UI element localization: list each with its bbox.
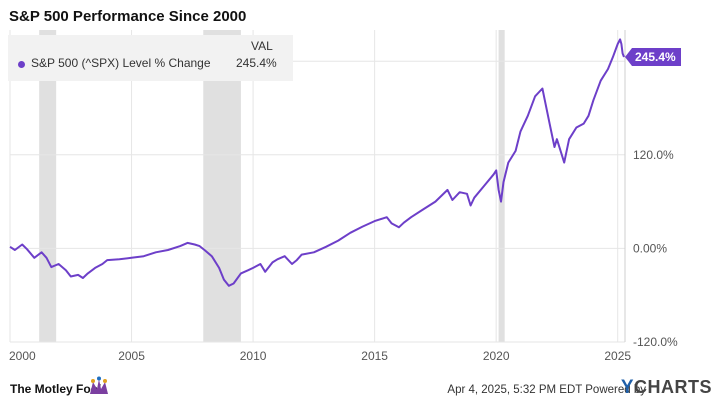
footer: The Motley Fool. Apr 4, 2025, 5:32 PM ED… — [0, 372, 720, 404]
legend-series-value: 245.4% — [236, 56, 277, 70]
timestamp: Apr 4, 2025, 5:32 PM EDT Powered by — [447, 384, 646, 396]
y-axis-ticks: 120.0% 0.00% -120.0% — [633, 148, 678, 349]
x-tick-label-2025: 2025 — [604, 349, 631, 363]
legend-series-name: S&P 500 (^SPX) Level % Change — [31, 56, 211, 70]
last-value-marker: 245.4% — [625, 47, 681, 66]
x-tick-label-2005: 2005 — [118, 349, 145, 363]
x-tick-label-2020: 2020 — [483, 349, 510, 363]
jester-hat-icon — [90, 376, 108, 394]
x-tick-label-2015: 2015 — [361, 349, 388, 363]
x-axis-ticks: 2000 2005 2010 2015 2020 2025 — [9, 349, 631, 363]
last-value-label: 245.4% — [635, 50, 676, 64]
gridlines — [9, 30, 626, 343]
y-tick-label-2: -120.0% — [633, 335, 678, 349]
recession-band-0 — [39, 30, 57, 342]
y-tick-label-1: 0.00% — [633, 241, 667, 255]
legend-value-header: VAL — [251, 39, 273, 53]
x-tick-label-2010: 2010 — [240, 349, 267, 363]
recession-band-1 — [203, 30, 241, 342]
legend-box: VAL S&P 500 (^SPX) Level % Change 245.4% — [8, 35, 293, 81]
recession-band-2 — [498, 30, 505, 342]
recession-shading-layer — [39, 30, 505, 342]
chart-title: S&P 500 Performance Since 2000 — [9, 8, 247, 25]
legend-series-dot — [18, 61, 25, 68]
ycharts-logo-initial: Y — [620, 377, 634, 398]
ycharts-logo-text: CHARTS — [634, 377, 712, 397]
y-tick-label-0: 120.0% — [633, 148, 674, 162]
motley-fool-logo: The Motley Fool. — [10, 382, 105, 396]
series-line-spx — [9, 38, 625, 287]
last-value-flag — [625, 47, 681, 66]
x-tick-label-2000: 2000 — [9, 349, 36, 363]
ycharts-logo: YCHARTS — [621, 377, 712, 399]
